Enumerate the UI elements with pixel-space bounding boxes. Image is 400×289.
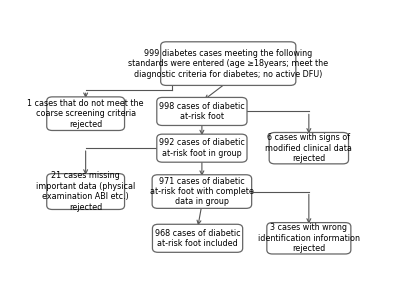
FancyBboxPatch shape — [161, 42, 296, 86]
Text: 1 cases that do not meet the
coarse screening criteria
rejected: 1 cases that do not meet the coarse scre… — [28, 99, 144, 129]
FancyBboxPatch shape — [47, 174, 124, 210]
Text: 992 cases of diabetic
at-risk foot in group: 992 cases of diabetic at-risk foot in gr… — [159, 138, 245, 158]
Text: 3 cases with wrong
identification information
rejected: 3 cases with wrong identification inform… — [258, 223, 360, 253]
Text: 971 cases of diabetic
at-risk foot with complete
data in group: 971 cases of diabetic at-risk foot with … — [150, 177, 254, 206]
FancyBboxPatch shape — [157, 97, 247, 125]
Text: 21 cases missing
important data (physical
examination ABI etc.)
rejected: 21 cases missing important data (physica… — [36, 171, 135, 212]
Text: 999 diabetes cases meeting the following
standards were entered (age ≥18years; m: 999 diabetes cases meeting the following… — [128, 49, 328, 79]
FancyBboxPatch shape — [269, 132, 348, 164]
FancyBboxPatch shape — [267, 223, 351, 254]
Text: 968 cases of diabetic
at-risk foot included: 968 cases of diabetic at-risk foot inclu… — [155, 229, 240, 248]
FancyBboxPatch shape — [47, 97, 124, 130]
FancyBboxPatch shape — [152, 224, 243, 252]
Text: 6 cases with signs of
modified clinical data
rejected: 6 cases with signs of modified clinical … — [266, 133, 352, 163]
FancyBboxPatch shape — [152, 175, 252, 208]
Text: 998 cases of diabetic
at-risk foot: 998 cases of diabetic at-risk foot — [159, 102, 245, 121]
FancyBboxPatch shape — [157, 134, 247, 162]
